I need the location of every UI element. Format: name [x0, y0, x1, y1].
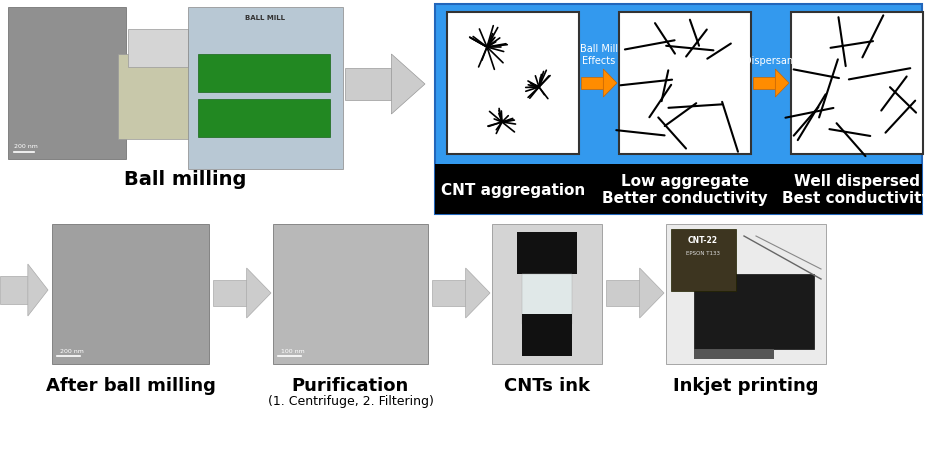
Text: Inkjet printing: Inkjet printing	[673, 376, 819, 394]
Text: Purification: Purification	[292, 376, 409, 394]
FancyBboxPatch shape	[517, 233, 577, 274]
FancyBboxPatch shape	[52, 224, 209, 364]
Text: 200 nm: 200 nm	[60, 348, 83, 353]
Polygon shape	[775, 70, 789, 98]
Polygon shape	[640, 268, 664, 318]
FancyBboxPatch shape	[118, 55, 198, 140]
Text: Ball milling: Ball milling	[124, 170, 247, 188]
FancyBboxPatch shape	[619, 13, 751, 155]
FancyBboxPatch shape	[694, 349, 774, 359]
FancyBboxPatch shape	[188, 8, 343, 170]
FancyBboxPatch shape	[8, 8, 126, 160]
FancyBboxPatch shape	[435, 5, 922, 214]
Text: Dispersant: Dispersant	[744, 56, 797, 66]
FancyBboxPatch shape	[198, 100, 330, 138]
Text: (1. Centrifuge, 2. Filtering): (1. Centrifuge, 2. Filtering)	[268, 394, 434, 407]
Text: After ball milling: After ball milling	[45, 376, 215, 394]
Text: EPSON T133: EPSON T133	[686, 250, 720, 255]
Polygon shape	[432, 280, 465, 306]
Text: 100 nm: 100 nm	[281, 348, 305, 353]
Text: Ball Mill
Effects: Ball Mill Effects	[580, 44, 618, 66]
FancyBboxPatch shape	[128, 30, 188, 68]
Text: CNT aggregation: CNT aggregation	[441, 182, 585, 197]
FancyBboxPatch shape	[447, 13, 579, 155]
FancyBboxPatch shape	[666, 224, 826, 364]
Text: Well dispersed
Best conductivity: Well dispersed Best conductivity	[782, 173, 927, 206]
FancyBboxPatch shape	[522, 274, 572, 324]
Text: CNTs ink: CNTs ink	[504, 376, 590, 394]
FancyBboxPatch shape	[671, 229, 736, 291]
FancyBboxPatch shape	[791, 13, 923, 155]
Polygon shape	[28, 264, 48, 316]
Polygon shape	[606, 280, 640, 306]
FancyBboxPatch shape	[694, 274, 814, 349]
Polygon shape	[213, 280, 247, 306]
Polygon shape	[603, 70, 617, 98]
Polygon shape	[0, 277, 28, 304]
Text: Low aggregate
Better conductivity: Low aggregate Better conductivity	[603, 173, 768, 206]
Polygon shape	[247, 268, 271, 318]
FancyBboxPatch shape	[435, 165, 922, 214]
FancyBboxPatch shape	[198, 55, 330, 93]
FancyBboxPatch shape	[492, 224, 602, 364]
FancyBboxPatch shape	[273, 224, 428, 364]
Polygon shape	[391, 55, 425, 115]
FancyBboxPatch shape	[522, 314, 572, 356]
Polygon shape	[753, 77, 775, 90]
Text: CNT-22: CNT-22	[688, 236, 718, 244]
Polygon shape	[465, 268, 490, 318]
Polygon shape	[345, 69, 391, 101]
Polygon shape	[581, 77, 603, 90]
Text: BALL MILL: BALL MILL	[245, 15, 285, 21]
Text: 200 nm: 200 nm	[14, 144, 38, 149]
